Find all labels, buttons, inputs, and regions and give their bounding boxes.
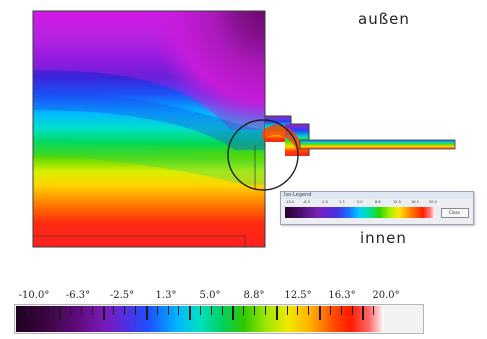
scale-tick-mark xyxy=(340,306,342,315)
scale-tick-mark xyxy=(286,306,288,315)
scale-tick-label: -2.5° xyxy=(109,290,135,301)
legend-window-close-label: Close xyxy=(449,210,460,215)
scale-tick-mark xyxy=(167,306,169,315)
scale-tick-mark xyxy=(351,306,353,315)
scale-tick-mark xyxy=(254,306,256,315)
scale-tick-mark xyxy=(362,306,365,320)
scale-tick-label: 12.5° xyxy=(284,290,312,301)
scale-tick-mark xyxy=(308,306,310,315)
scale-tick-mark xyxy=(275,306,278,320)
scale-tick-mark xyxy=(189,306,192,320)
legend-window-tick: -6.3 xyxy=(303,200,310,204)
scale-tick-label: 20.0° xyxy=(372,290,400,301)
scale-tick-mark xyxy=(297,306,299,315)
scale-tick-mark xyxy=(319,306,322,320)
scale-tick-label: 1.3° xyxy=(155,290,177,301)
legend-window-tick: 20.0 xyxy=(429,200,437,204)
legend-window-ticks: -10.0 -6.3 -2.5 1.3 5.0 8.8 12.5 16.3 20.0 xyxy=(285,200,437,205)
scale-tick-mark xyxy=(156,306,158,315)
scale-tick-mark xyxy=(145,306,148,320)
legend-window-tick: 5.0 xyxy=(357,200,363,204)
legend-window-title: Iso-Legend xyxy=(281,192,473,199)
scale-tick-mark xyxy=(26,306,28,315)
window-profile xyxy=(299,139,456,150)
scale-tick-mark xyxy=(178,306,180,315)
window-joint xyxy=(262,115,310,156)
scale-tick-mark xyxy=(91,306,93,315)
legend-window-tick: -2.5 xyxy=(321,200,328,204)
scale-tick-mark xyxy=(200,306,201,315)
scale-tick-mark xyxy=(232,306,235,320)
legend-window-tick: -10.0 xyxy=(285,200,295,204)
scale-tick-label: 8.8° xyxy=(243,290,265,301)
scale-tick-label: -6.3° xyxy=(65,290,91,301)
inside-label: innen xyxy=(360,229,407,247)
legend-window-close-button[interactable]: Close xyxy=(441,208,469,218)
scale-tick-mark xyxy=(135,306,137,315)
scale-tick-mark xyxy=(113,306,115,315)
scale-tick-mark xyxy=(210,306,212,315)
scale-tick-mark xyxy=(243,306,245,315)
legend-window-tick: 1.3 xyxy=(339,200,345,204)
scale-tick-label: -10.0° xyxy=(18,290,50,301)
temperature-scale-ticks xyxy=(16,306,384,320)
wall-body xyxy=(32,10,266,248)
temperature-scale-labels: -10.0° -6.3° -2.5° 1.3° 5.0° 8.8° 12.5° 16.3° 20… xyxy=(16,290,416,304)
legend-window-color-bar xyxy=(285,207,435,218)
scale-tick-mark xyxy=(124,306,126,315)
scale-tick-mark xyxy=(59,306,62,320)
legend-window-tick: 8.8 xyxy=(375,200,381,204)
scale-tick-label: 5.0° xyxy=(199,290,221,301)
scale-tick-mark xyxy=(221,306,223,315)
highlight-circle xyxy=(227,119,299,191)
scale-tick-mark xyxy=(80,306,82,315)
scale-tick-mark xyxy=(264,306,266,315)
legend-window-tick: 16.3 xyxy=(411,200,419,204)
scale-tick-mark xyxy=(70,306,72,315)
scale-tick-mark xyxy=(37,306,39,315)
scale-tick-mark xyxy=(102,306,105,320)
scale-tick-label: 16.3° xyxy=(328,290,356,301)
scale-tick-mark xyxy=(373,306,375,315)
outside-label: außen xyxy=(358,10,410,28)
scale-tick-mark xyxy=(329,306,331,315)
scale-tick-mark xyxy=(48,306,50,315)
iso-legend-window[interactable]: Iso-Legend -10.0 -6.3 -2.5 1.3 5.0 8.8 12.5 16.… xyxy=(280,191,474,225)
legend-window-tick: 12.5 xyxy=(393,200,401,204)
